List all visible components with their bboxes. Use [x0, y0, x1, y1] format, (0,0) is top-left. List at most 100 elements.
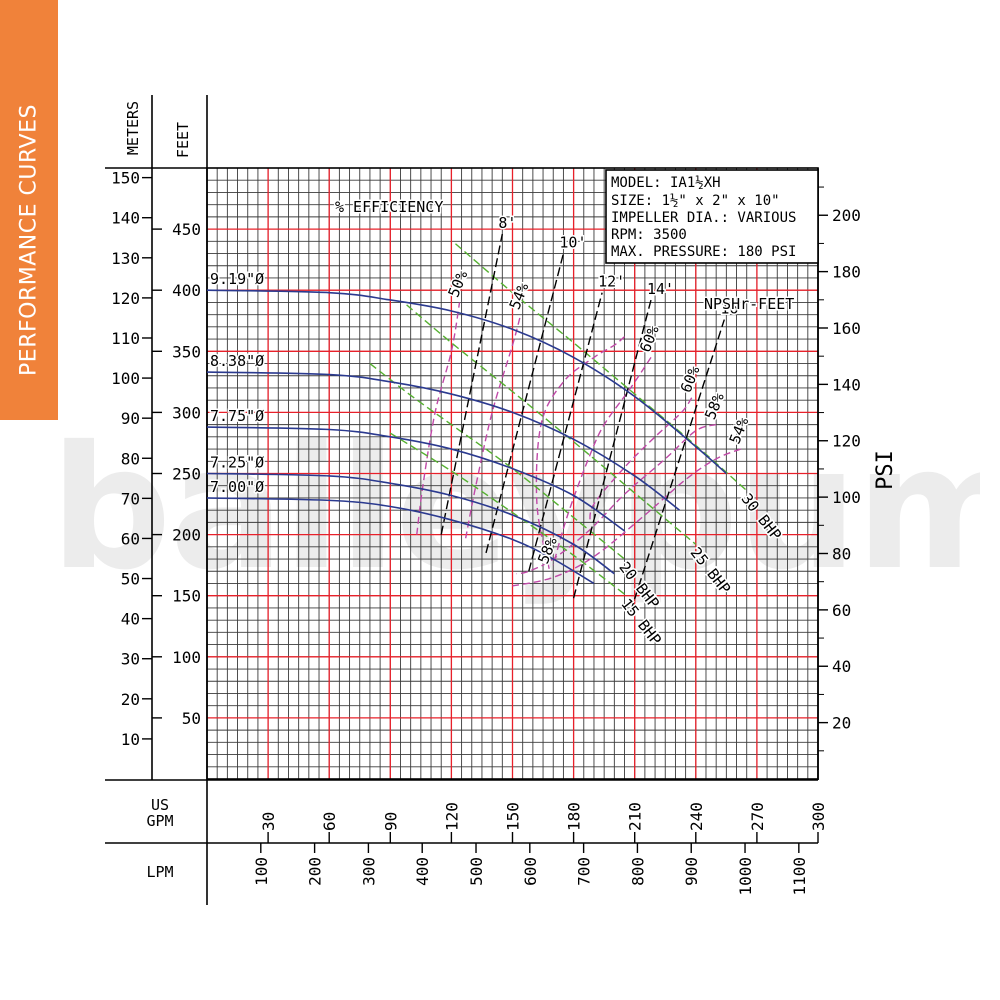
gpm-tick-label: 240: [687, 802, 706, 831]
psi-tick-label: 200: [832, 206, 861, 225]
gpm-tick-label: 30: [259, 812, 278, 831]
meters-tick-label: 120: [111, 289, 140, 308]
meters-tick-label: 40: [121, 610, 140, 629]
npshr-line: [528, 292, 603, 572]
efficiency-label: 60%: [677, 363, 704, 395]
lpm-tick-label: 1000: [736, 857, 755, 896]
lpm-tick-label: 700: [575, 857, 594, 886]
npshr-line: [629, 319, 725, 612]
npshr-label: 8': [498, 214, 516, 232]
lpm-tick-label: 600: [521, 857, 540, 886]
x-gpm-label-us: US: [151, 796, 169, 814]
meters-tick-label: 100: [111, 369, 140, 388]
efficiency-curve: [552, 357, 652, 566]
info-size: SIZE: 1½" x 2" x 10": [611, 193, 780, 209]
info-max-pressure: MAX. PRESSURE: 180 PSI: [611, 244, 796, 260]
bhp-curve: [406, 304, 697, 545]
psi-tick-label: 20: [832, 714, 851, 733]
efficiency-curve: [512, 448, 741, 587]
meters-tick-label: 60: [121, 529, 140, 548]
axis-ticks: 10 20 30 40 50 60 70 80 90 100 110 120 130 140 150 50 10…: [111, 169, 861, 896]
psi-tick-label: 140: [832, 375, 861, 394]
npsh-annotation: NPSHr-FEET: [704, 295, 794, 313]
meters-tick-label: 70: [121, 489, 140, 508]
gpm-tick-label: 180: [565, 802, 584, 831]
psi-tick-label: 60: [832, 601, 851, 620]
meters-tick-label: 80: [121, 449, 140, 468]
y-psi-label: PSI: [873, 450, 898, 490]
npshr-label: 16': [720, 300, 747, 318]
bhp-curve: [389, 432, 627, 597]
x-gpm-label-gpm: GPM: [146, 812, 173, 830]
lpm-tick-label: 1100: [790, 857, 809, 896]
head-curve: [206, 371, 680, 511]
npshr-line: [440, 233, 504, 535]
x-lpm-label: LPM: [146, 863, 173, 881]
efficiency-label: 54%: [726, 415, 753, 447]
head-curve-label: 7.75"Ø: [210, 407, 264, 425]
npshr-label: 10': [559, 234, 586, 252]
psi-tick-label: 120: [832, 432, 861, 451]
gpm-tick-label: 120: [442, 802, 461, 831]
efficiency-curve: [535, 336, 625, 569]
efficiency-label: 50%: [445, 268, 472, 300]
efficiency-curve: [516, 423, 717, 575]
lpm-tick-label: 400: [413, 857, 432, 886]
efficiency-curve: [416, 302, 461, 535]
chart-frame: [105, 95, 819, 905]
efficiency-label: 54%: [506, 280, 533, 312]
head-curve-label: 7.25"Ø: [210, 454, 264, 472]
meters-tick-label: 140: [111, 209, 140, 228]
feet-tick-label: 450: [172, 220, 201, 239]
feet-tick-label: 400: [172, 281, 201, 300]
head-curve-label: 9.19"Ø: [210, 270, 264, 288]
feet-tick-label: 50: [182, 709, 201, 728]
psi-tick-label: 160: [832, 319, 861, 338]
meters-tick-label: 90: [121, 409, 140, 428]
feet-tick-label: 150: [172, 587, 201, 606]
meters-tick-label: 10: [121, 730, 140, 749]
meters-tick-label: 110: [111, 329, 140, 348]
meters-tick-label: 50: [121, 570, 140, 589]
efficiency-curve: [589, 397, 693, 523]
y-feet-label: FEET: [174, 122, 192, 158]
lpm-tick-label: 900: [682, 857, 701, 886]
y-meters-label: METERS: [124, 101, 142, 155]
efficiency-annotation: % EFFICIENCY: [335, 198, 443, 216]
psi-tick-label: 80: [832, 544, 851, 563]
npshr-label: 12': [598, 273, 625, 291]
major-grid: [207, 168, 818, 779]
bhp-curve: [455, 243, 748, 492]
efficiency-label: 58%: [701, 390, 728, 422]
head-curve: [206, 472, 615, 575]
meters-tick-label: 20: [121, 690, 140, 709]
bhp-curve: [369, 362, 625, 560]
feet-tick-label: 350: [172, 342, 201, 361]
gpm-tick-label: 270: [748, 802, 767, 831]
watermark-logo: baileypumps: [50, 410, 980, 608]
lpm-tick-label: 200: [306, 857, 325, 886]
head-curve: [206, 426, 625, 532]
psi-tick-label: 180: [832, 263, 861, 282]
gpm-tick-label: 210: [626, 802, 645, 831]
head-curve-label: 8.38"Ø: [210, 352, 264, 370]
npshr-label: 14': [647, 280, 674, 298]
meters-tick-label: 150: [111, 169, 140, 188]
gpm-tick-label: 90: [381, 812, 400, 831]
performance-curves-tab: PERFORMANCE CURVES: [0, 0, 58, 420]
meters-tick-label: 130: [111, 249, 140, 268]
head-curve-label: 7.00"Ø: [210, 478, 264, 496]
info-model: MODEL: IA1½XH: [611, 175, 721, 191]
lpm-tick-label: 300: [359, 857, 378, 886]
info-impeller: IMPELLER DIA.: VARIOUS: [611, 210, 796, 226]
feet-tick-label: 300: [172, 403, 201, 422]
bhp-label: 25 BHP: [687, 544, 735, 598]
info-box: MODEL: IA1½XH SIZE: 1½" x 2" x 10" IMPEL…: [605, 169, 819, 264]
lpm-tick-label: 100: [252, 857, 271, 886]
gpm-tick-label: 300: [809, 802, 828, 831]
gpm-tick-label: 60: [320, 812, 339, 831]
feet-tick-label: 250: [172, 465, 201, 484]
info-rpm: RPM: 3500: [611, 227, 687, 243]
head-curve: [206, 497, 595, 585]
gpm-tick-label: 150: [504, 802, 523, 831]
